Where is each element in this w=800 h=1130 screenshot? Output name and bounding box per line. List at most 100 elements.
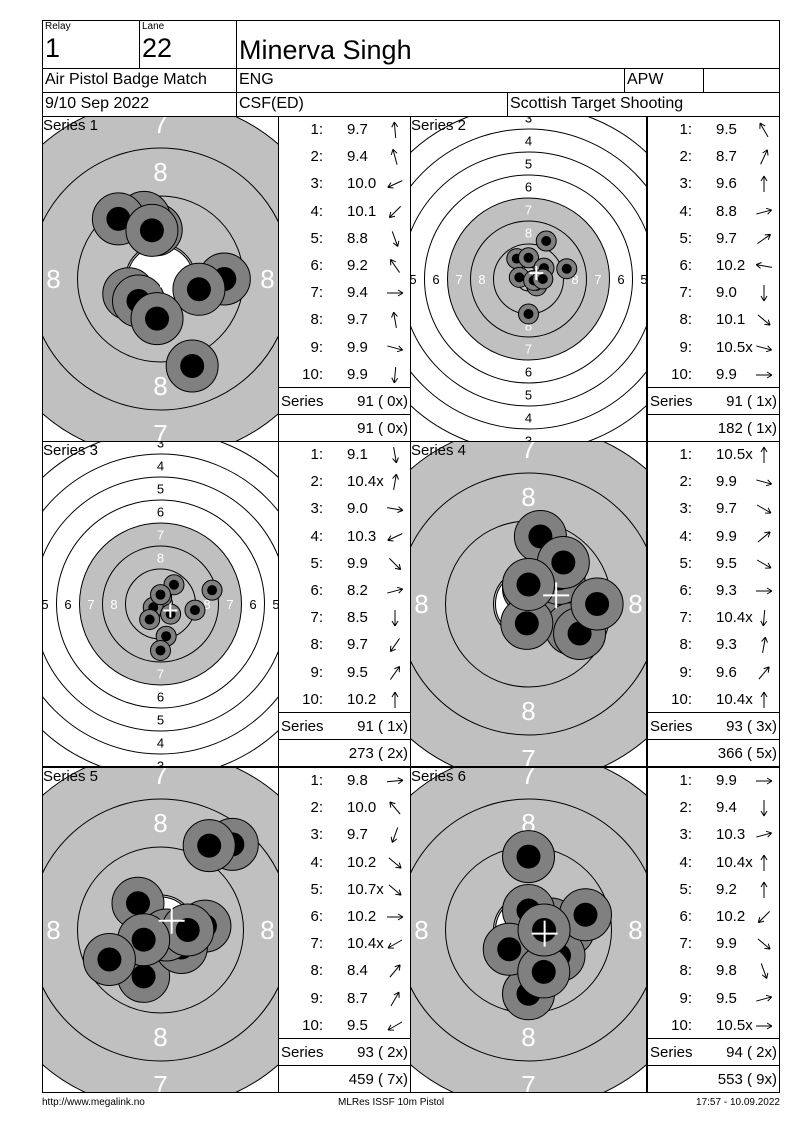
shot-number: 5:: [310, 554, 323, 572]
shot-number: 2:: [679, 148, 692, 166]
shot-core: [131, 927, 156, 952]
footer-url[interactable]: http://www.megalink.no: [42, 1097, 145, 1108]
ring-label: 5: [157, 713, 164, 728]
shot-number: 6:: [310, 257, 323, 274]
direction-arrow-icon: [387, 1021, 403, 1031]
ring-label: 8: [521, 696, 535, 726]
date-cell: 9/10 Sep 2022: [42, 92, 237, 117]
shot-score: 9.4: [347, 284, 368, 302]
series-total-label: Series: [281, 718, 324, 735]
ring-label: 6: [157, 505, 164, 520]
direction-arrow-icon: [760, 691, 768, 708]
running-total: 366 ( 5x): [717, 745, 777, 762]
ring-label: 8: [525, 319, 532, 334]
shot-score: 9.5: [716, 121, 737, 138]
shot-core: [106, 206, 131, 231]
shooter-name: Minerva Singh: [239, 35, 412, 65]
direction-arrow-icon: [756, 831, 773, 838]
direction-arrow-icon: [759, 122, 769, 138]
shot-core: [497, 937, 522, 962]
running-total-row: 366 ( 5x): [648, 739, 779, 766]
ring-8: [102, 545, 219, 663]
shot-score: 9.0: [716, 284, 737, 302]
shot-row: 7: 9.0: [648, 280, 779, 307]
shot-score: 9.9: [347, 338, 368, 356]
ring-label: 7: [153, 117, 167, 139]
shot-score: 10.0: [347, 799, 377, 817]
shot-number: 9:: [679, 663, 692, 681]
shot-score: 9.0: [347, 500, 368, 518]
direction-arrow-icon: [389, 964, 401, 978]
target-series-5: 7 7 8 8 8 8 Series 5: [42, 767, 279, 1093]
shot-score: 9.9: [716, 935, 737, 953]
shot-score: 10.3: [716, 826, 746, 844]
shot-number: 7:: [310, 935, 323, 953]
shot-row: 2: 9.4: [648, 795, 779, 822]
ring-8: [470, 220, 587, 338]
country-cell: ENG: [236, 68, 625, 93]
direction-arrow-icon: [387, 289, 404, 297]
shot-score: 9.5: [347, 663, 368, 681]
ring-label: 8: [153, 157, 167, 187]
ring-label: 4: [525, 134, 532, 149]
shot-core: [97, 947, 122, 972]
shot-row: 7: 10.4x: [648, 605, 779, 632]
shot-row: 4: 10.3: [279, 524, 410, 551]
ring-label: 5: [411, 272, 417, 287]
shot-number: 8:: [310, 962, 323, 980]
series-total-label: Series: [650, 393, 693, 410]
ring-label: 6: [617, 272, 624, 287]
shot-row: 8: 9.7: [279, 632, 410, 659]
shot-number: 6:: [310, 908, 323, 925]
ring-label: 8: [203, 597, 210, 612]
shot-core: [514, 611, 539, 636]
direction-arrow-icon: [760, 800, 768, 817]
ring-label: 3: [157, 759, 164, 767]
shot-number: 4:: [310, 527, 323, 545]
direction-arrow-icon: [757, 910, 771, 924]
shot-number: 8:: [310, 311, 323, 329]
shot-core: [145, 306, 170, 331]
series-total-row: Series 93 ( 3x): [648, 712, 779, 740]
shot-score: 10.4x: [716, 853, 753, 871]
shot-number: 3:: [310, 500, 323, 518]
shot-score: 9.3: [716, 582, 737, 599]
direction-arrow-icon: [389, 638, 400, 653]
match-cell: Air Pistol Badge Match: [42, 68, 237, 93]
shot-score: 10.2: [716, 908, 746, 925]
series-total-row: Series 91 ( 1x): [279, 712, 410, 740]
running-total: 553 ( 9x): [717, 1071, 777, 1088]
direction-arrow-icon: [390, 665, 401, 680]
direction-arrow-icon: [391, 610, 399, 627]
shot-number: 6:: [310, 582, 323, 599]
shot-row: 8: 9.3: [648, 632, 779, 659]
shot-score: 10.0: [347, 175, 377, 193]
group-center-cross-icon: [529, 266, 544, 281]
ring-label: 7: [521, 768, 535, 790]
shot-row: 2: 8.7: [648, 144, 779, 171]
ring-label: 7: [153, 419, 167, 441]
ring-label: 5: [43, 597, 49, 612]
ring-label: 8: [525, 226, 532, 241]
shot-row: 3: 10.3: [648, 822, 779, 849]
ring-label: 3: [525, 434, 532, 442]
shot-number: 1:: [679, 772, 692, 789]
series-total-row: Series 94 ( 2x): [648, 1038, 779, 1066]
shot-row: 4: 10.2: [279, 850, 410, 877]
shot-number: 2:: [679, 799, 692, 817]
ring-label: 8: [414, 915, 428, 945]
shot-row: 3: 9.0: [279, 496, 410, 523]
ring-label: 5: [157, 482, 164, 497]
ring-label: 7: [157, 667, 164, 682]
series-total-label: Series: [650, 1044, 693, 1061]
shot-score: 9.6: [716, 663, 737, 681]
series-total-row: Series 91 ( 0x): [279, 387, 410, 415]
shot-score: 10.4x: [347, 473, 384, 491]
ring-label: 7: [153, 1070, 167, 1092]
shot-score: 8.5: [347, 609, 368, 627]
ring-4: [43, 453, 278, 755]
ring-8: [43, 147, 278, 411]
ring-label: 4: [157, 459, 164, 474]
shot-number: 7:: [310, 284, 323, 302]
